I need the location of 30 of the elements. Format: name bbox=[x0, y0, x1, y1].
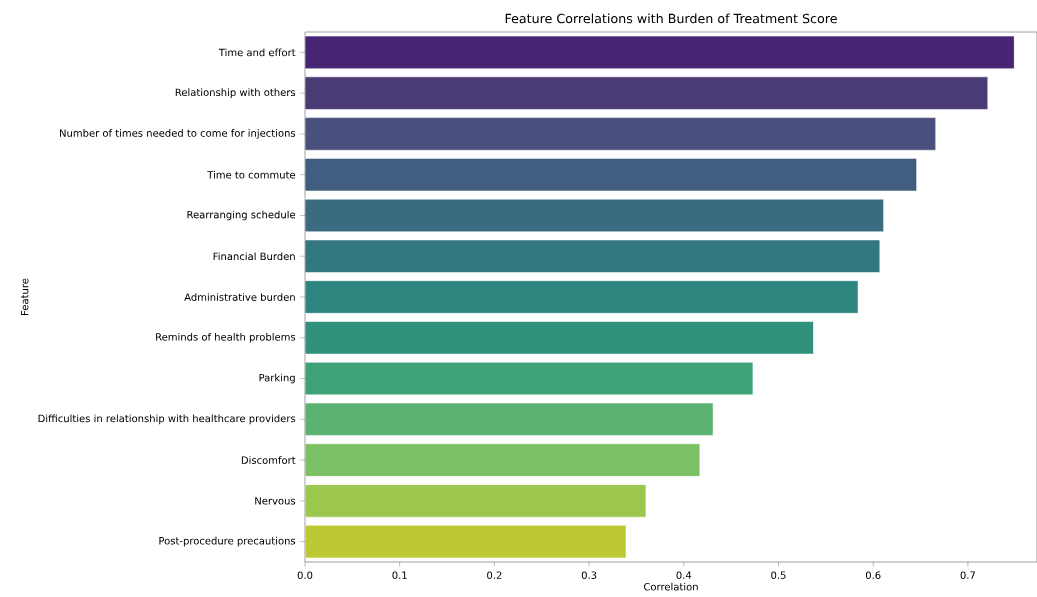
y-tick-label: Financial Burden bbox=[213, 252, 295, 261]
chart-title: Feature Correlations with Burden of Treatment Score bbox=[505, 13, 837, 24]
bar bbox=[305, 76, 989, 110]
y-tick-label: Administrative burden bbox=[184, 293, 295, 301]
y-tick-label: Difficulties in relationship with healthcare providers bbox=[38, 414, 296, 425]
bar bbox=[305, 239, 881, 273]
y-tick-label: Nervous bbox=[255, 497, 296, 505]
y-tick-label: Parking bbox=[259, 373, 295, 384]
y-axis-title: Feature bbox=[21, 278, 29, 315]
bar bbox=[305, 361, 754, 396]
x-tick-label: 0.0 bbox=[297, 571, 313, 579]
x-tick-label: 0.2 bbox=[487, 571, 502, 579]
x-tick-label: 0.3 bbox=[581, 571, 597, 579]
x-tick-label: 0.6 bbox=[865, 571, 881, 579]
y-tick-label: Reminds of health problems bbox=[156, 332, 296, 343]
x-axis-title: Correlation bbox=[644, 582, 698, 591]
y-tick-label: Relationship with others bbox=[175, 88, 296, 98]
bar bbox=[305, 117, 936, 151]
x-tick-label: 0.7 bbox=[960, 571, 975, 579]
x-tick-label: 0.1 bbox=[392, 571, 407, 579]
bar bbox=[305, 280, 859, 314]
y-tick-label: Time to commute bbox=[207, 170, 296, 179]
x-tick-label: 0.4 bbox=[676, 571, 692, 579]
y-tick-label: Rearranging schedule bbox=[187, 210, 296, 221]
x-tick-label: 0.5 bbox=[771, 571, 786, 579]
y-tick-label: Post-procedure precautions bbox=[159, 536, 296, 547]
bar bbox=[305, 198, 884, 233]
y-tick-label: Discomfort bbox=[241, 456, 296, 464]
y-tick-label: Number of times needed to come for injections bbox=[60, 129, 296, 139]
y-tick-label: Time and effort bbox=[218, 48, 296, 57]
